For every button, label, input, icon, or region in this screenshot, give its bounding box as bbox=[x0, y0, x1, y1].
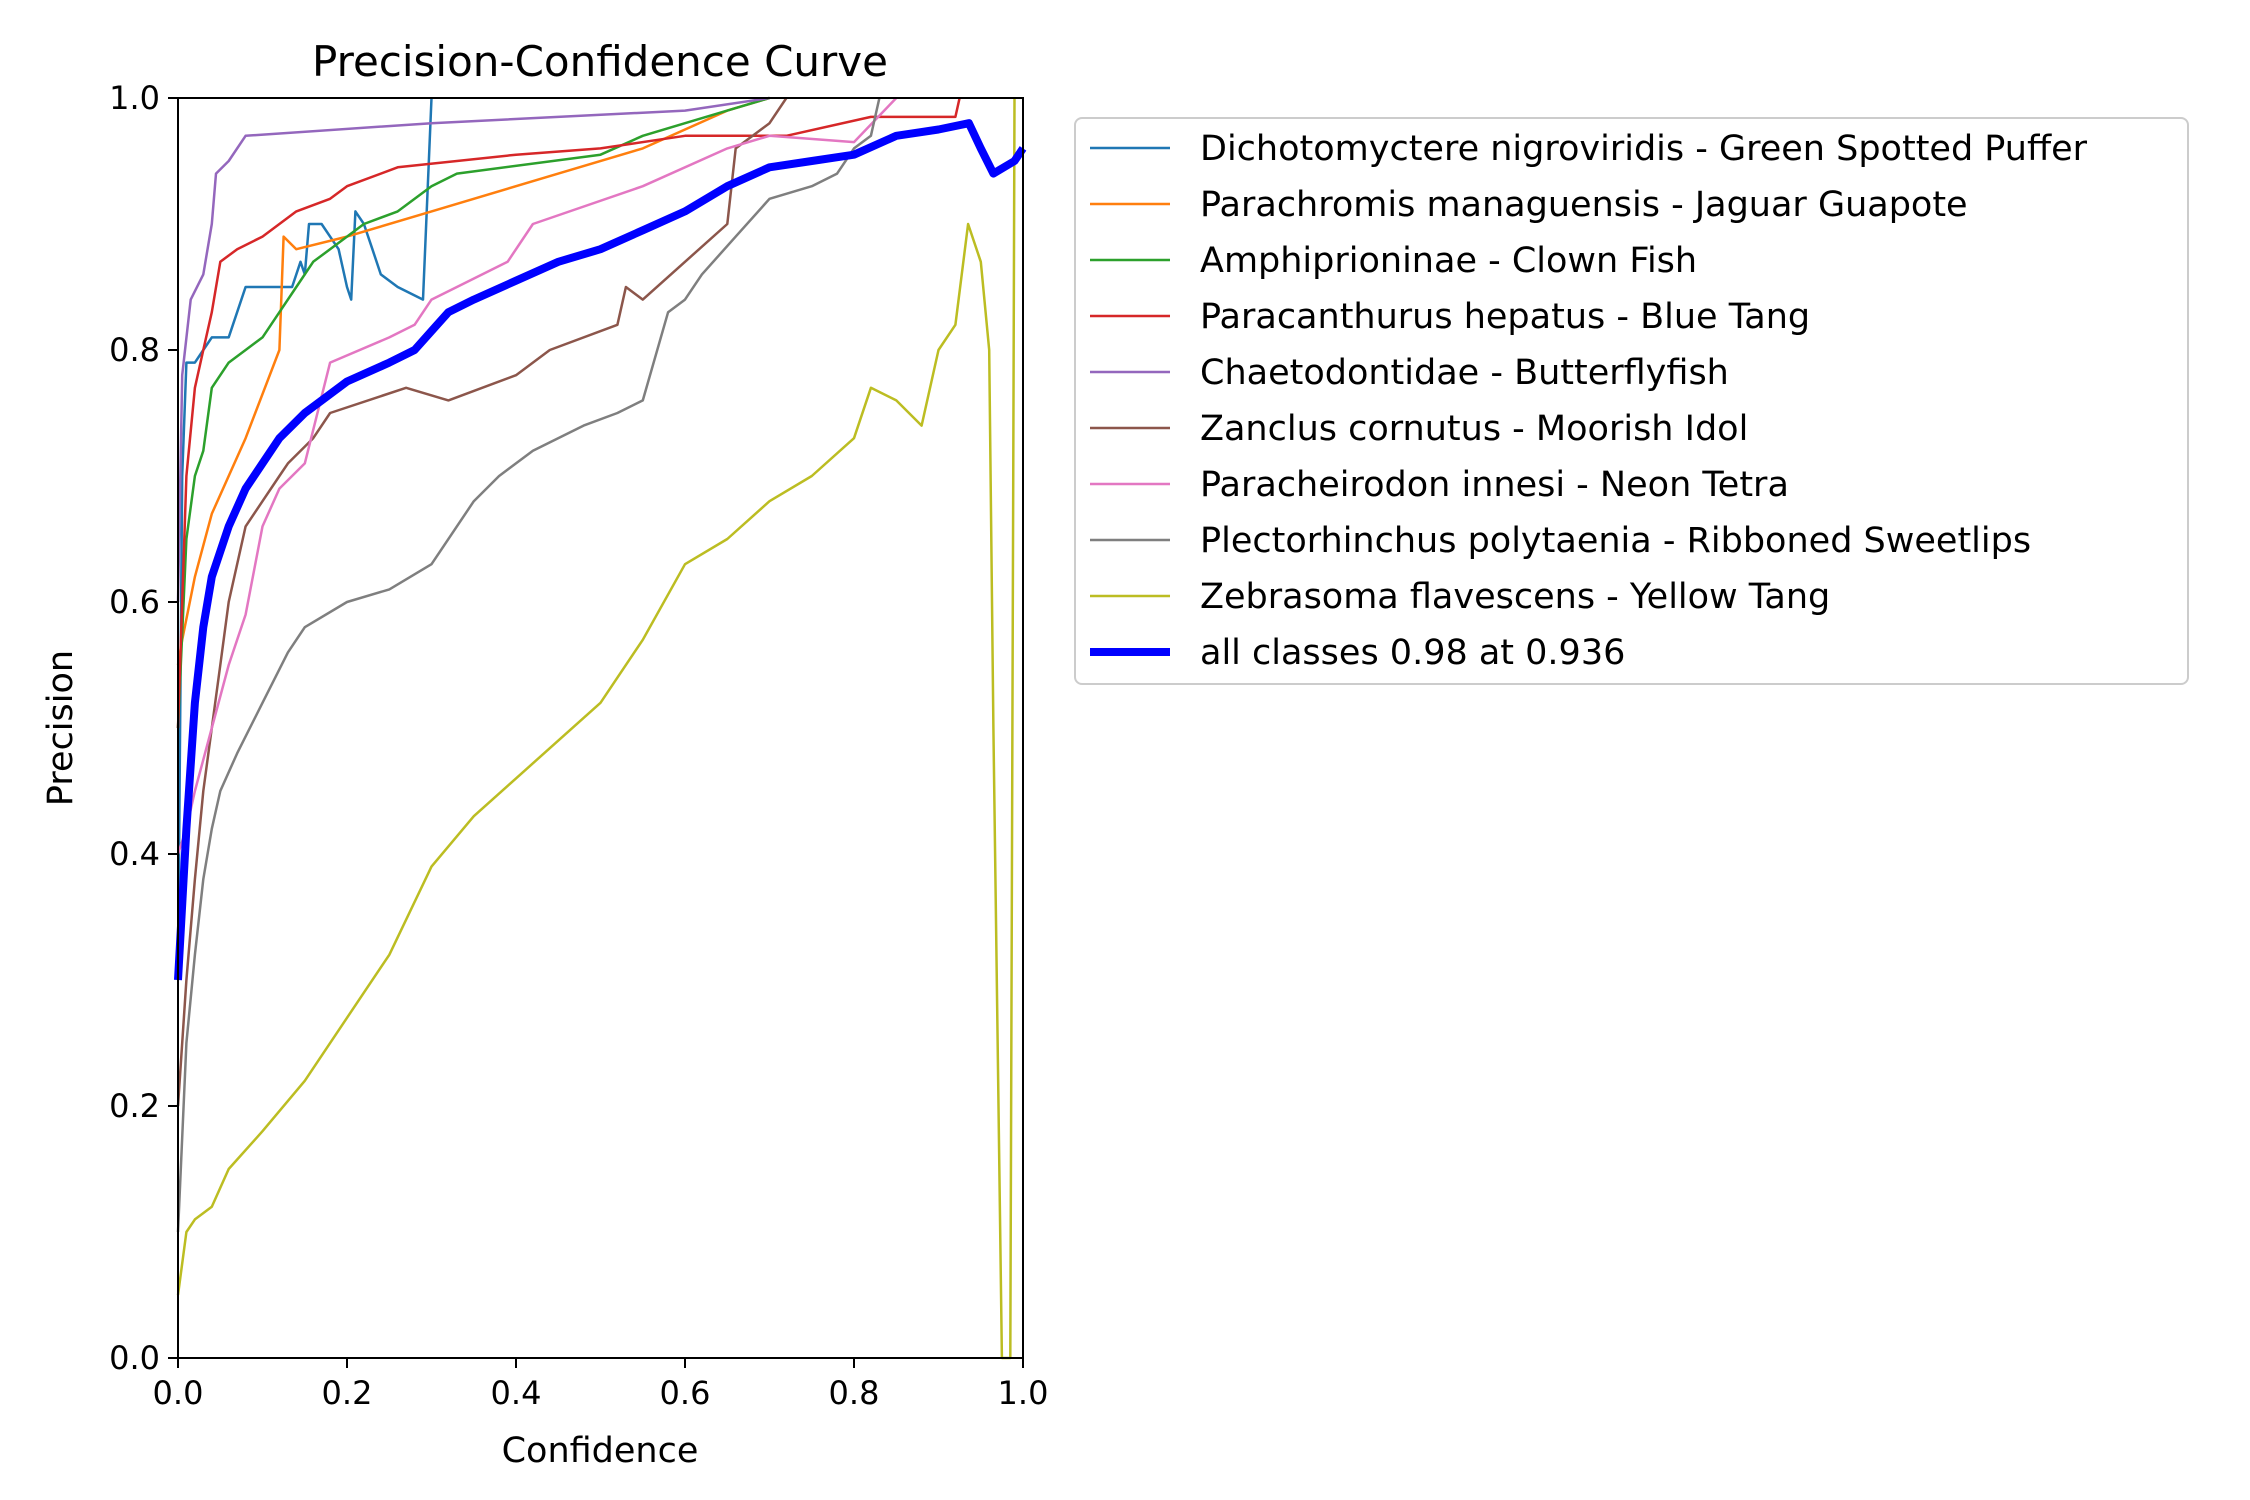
legend: Dichotomyctere nigroviridis - Green Spot… bbox=[1074, 117, 2189, 685]
x-axis-label: Confidence bbox=[502, 1431, 699, 1471]
x-tick-label: 1.0 bbox=[998, 1374, 1049, 1412]
legend-label: Plectorhinchus polytaenia - Ribboned Swe… bbox=[1200, 521, 2031, 561]
legend-item-zanclus-cornutus-moorish-idol: Zanclus cornutus - Moorish Idol bbox=[1090, 409, 1748, 449]
legend-label: Zanclus cornutus - Moorish Idol bbox=[1200, 409, 1748, 449]
legend-item-paracheirodon-innesi-neon-tetra: Paracheirodon innesi - Neon Tetra bbox=[1090, 465, 1789, 505]
legend-label: Parachromis managuensis - Jaguar Guapote bbox=[1200, 185, 1968, 225]
plot-frame bbox=[177, 97, 1024, 1359]
y-tick-label: 0.4 bbox=[109, 835, 160, 873]
y-tick-label: 0.8 bbox=[109, 331, 160, 369]
x-tick-label: 0.8 bbox=[829, 1374, 880, 1412]
x-tick-label: 0.0 bbox=[153, 1374, 204, 1412]
series-line-5 bbox=[176, 96, 770, 603]
legend-label: all classes 0.98 at 0.936 bbox=[1200, 633, 1625, 673]
legend-frame bbox=[1074, 117, 2189, 685]
x-tick-label: 0.6 bbox=[660, 1374, 711, 1412]
series-line-10 bbox=[174, 119, 1027, 981]
series-line-8 bbox=[176, 97, 881, 1233]
legend-label: Paracheirodon innesi - Neon Tetra bbox=[1200, 465, 1789, 505]
legend-label: Paracanthurus hepatus - Blue Tang bbox=[1200, 297, 1810, 337]
series-line-4 bbox=[176, 97, 961, 729]
y-tick-label: 0.6 bbox=[109, 583, 160, 621]
y-axis: 0.0 0.2 0.4 0.6 0.8 1.0 bbox=[109, 79, 178, 1377]
series-line-1 bbox=[176, 97, 433, 981]
legend-label: Dichotomyctere nigroviridis - Green Spot… bbox=[1200, 129, 2088, 169]
y-tick-label: 0.2 bbox=[109, 1087, 160, 1125]
legend-item-chaetodontidae-butterflyfish: Chaetodontidae - Butterflyfish bbox=[1090, 353, 1729, 393]
x-tick-label: 0.2 bbox=[322, 1374, 373, 1412]
x-tick-label: 0.4 bbox=[491, 1374, 542, 1412]
plot-series bbox=[174, 96, 1027, 1360]
y-axis-label: Precision bbox=[41, 650, 81, 806]
chart-title: Precision-Confidence Curve bbox=[312, 37, 888, 86]
legend-items: Dichotomyctere nigroviridis - Green Spot… bbox=[1090, 129, 2088, 673]
series-line-9 bbox=[176, 97, 1016, 1360]
x-axis: 0.0 0.2 0.4 0.6 0.8 1.0 bbox=[153, 1358, 1049, 1412]
series-line-6 bbox=[176, 97, 788, 1107]
legend-item-paracanthurus-hepatus-blue-tang: Paracanthurus hepatus - Blue Tang bbox=[1090, 297, 1810, 337]
legend-item-zebrasoma-flavescens-yellow-tang: Zebrasoma flavescens - Yellow Tang bbox=[1090, 577, 1830, 617]
y-tick-label: 1.0 bbox=[109, 79, 160, 117]
series-line-7 bbox=[176, 97, 898, 855]
legend-item-dichotomyctere-nigroviridis-green-spotted-puffer: Dichotomyctere nigroviridis - Green Spot… bbox=[1090, 129, 2088, 169]
legend-item-all-classes-0-98-at-0-936: all classes 0.98 at 0.936 bbox=[1090, 633, 1625, 673]
legend-label: Amphiprioninae - Clown Fish bbox=[1200, 241, 1697, 281]
legend-item-parachromis-managuensis-jaguar-guapote: Parachromis managuensis - Jaguar Guapote bbox=[1090, 185, 1968, 225]
legend-item-plectorhinchus-polytaenia-ribboned-sweetlips: Plectorhinchus polytaenia - Ribboned Swe… bbox=[1090, 521, 2031, 561]
y-tick-label: 0.0 bbox=[109, 1339, 160, 1377]
legend-label: Chaetodontidae - Butterflyfish bbox=[1200, 353, 1729, 393]
series-line-3 bbox=[176, 96, 770, 729]
legend-label: Zebrasoma flavescens - Yellow Tang bbox=[1200, 577, 1830, 617]
series-line-2 bbox=[176, 96, 770, 666]
legend-item-amphiprioninae-clown-fish: Amphiprioninae - Clown Fish bbox=[1090, 241, 1697, 281]
